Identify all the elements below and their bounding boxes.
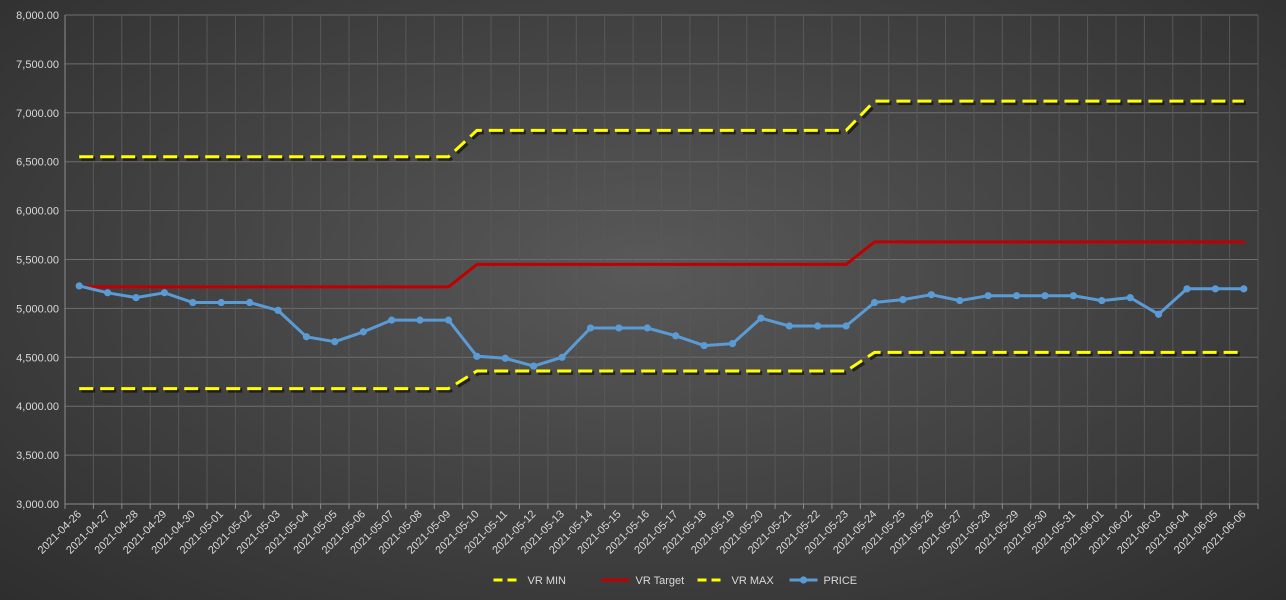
y-tick-label: 5,000.00 — [16, 303, 59, 315]
price-marker — [1069, 292, 1077, 300]
price-marker — [785, 322, 793, 330]
price-marker — [1240, 285, 1248, 293]
x-axis-tick-labels: 2021-04-262021-04-272021-04-282021-04-29… — [36, 508, 1249, 556]
price-marker — [217, 298, 225, 307]
legend: VR MIN VR Target VR MAX PRICE — [493, 575, 858, 587]
legend-item-price: PRICE — [789, 575, 858, 587]
y-tick-label: 3,000.00 — [16, 499, 59, 511]
series-line-vr-target — [77, 240, 1246, 289]
price-marker — [870, 298, 879, 307]
price-marker — [586, 324, 595, 332]
price-marker — [956, 296, 964, 305]
price-marker — [814, 322, 822, 330]
price-marker — [473, 352, 481, 360]
price-marker — [984, 292, 992, 300]
price-marker — [444, 316, 453, 324]
price-marker — [1183, 285, 1191, 293]
series-lines — [77, 99, 1246, 393]
price-marker — [1211, 285, 1219, 293]
price-marker — [1098, 296, 1106, 305]
price-marker — [530, 362, 538, 370]
price-marker — [388, 316, 396, 324]
series-line-price — [77, 284, 1246, 368]
series-line-vr-min — [79, 350, 1244, 391]
legend-item-vr-target: VR Target — [601, 575, 685, 587]
price-marker — [728, 340, 737, 348]
y-tick-label: 3,500.00 — [16, 450, 59, 462]
price-marker — [331, 338, 339, 346]
gridlines — [64, 14, 1259, 504]
y-tick-label: 4,000.00 — [16, 401, 59, 413]
legend-item-vr-max: VR MAX — [697, 575, 775, 587]
series-line-vr-max — [79, 99, 1244, 159]
price-marker — [672, 332, 680, 340]
price-marker — [274, 306, 282, 314]
price-markers — [75, 282, 1248, 370]
price-marker — [615, 324, 623, 332]
y-axis-tick-labels: 3,000.00 3,500.00 4,000.00 4,500.00 5,000.00… — [16, 10, 59, 511]
price-marker — [1012, 292, 1021, 300]
y-tick-label: 6,500.00 — [16, 157, 59, 169]
y-tick-label: 5,500.00 — [16, 255, 59, 267]
price-marker — [302, 333, 311, 341]
legend-marker-price — [799, 576, 808, 584]
price-marker — [899, 295, 907, 304]
price-marker — [1154, 310, 1163, 318]
series-shadow-vr-min — [81, 352, 1246, 393]
legend-label-price: PRICE — [824, 575, 858, 587]
price-marker — [1126, 294, 1134, 302]
price-marker — [558, 353, 566, 361]
price-marker — [132, 294, 140, 302]
legend-label-vr-min: VR MIN — [528, 575, 567, 587]
price-marker — [160, 289, 169, 297]
price-marker — [246, 298, 254, 307]
price-marker — [501, 354, 509, 362]
y-tick-label: 6,000.00 — [16, 206, 59, 218]
legend-label-vr-max: VR MAX — [732, 575, 775, 587]
price-marker — [75, 282, 83, 290]
legend-item-vr-min: VR MIN — [493, 575, 567, 587]
y-tick-label: 7,000.00 — [16, 108, 59, 120]
legend-label-vr-target: VR Target — [636, 575, 685, 587]
price-marker — [189, 298, 197, 307]
axes — [64, 15, 1259, 509]
price-marker — [104, 289, 112, 297]
price-marker — [416, 316, 424, 324]
price-marker — [700, 341, 708, 350]
price-marker — [842, 322, 850, 330]
price-marker — [757, 314, 765, 322]
y-tick-label: 7,500.00 — [16, 59, 59, 71]
price-marker — [927, 291, 935, 299]
price-marker — [359, 328, 367, 336]
price-marker — [1041, 292, 1049, 300]
price-marker — [643, 324, 651, 332]
y-tick-label: 8,000.00 — [16, 10, 59, 22]
series-shadow-vr-max — [81, 101, 1246, 161]
y-tick-label: 4,500.00 — [16, 352, 59, 364]
